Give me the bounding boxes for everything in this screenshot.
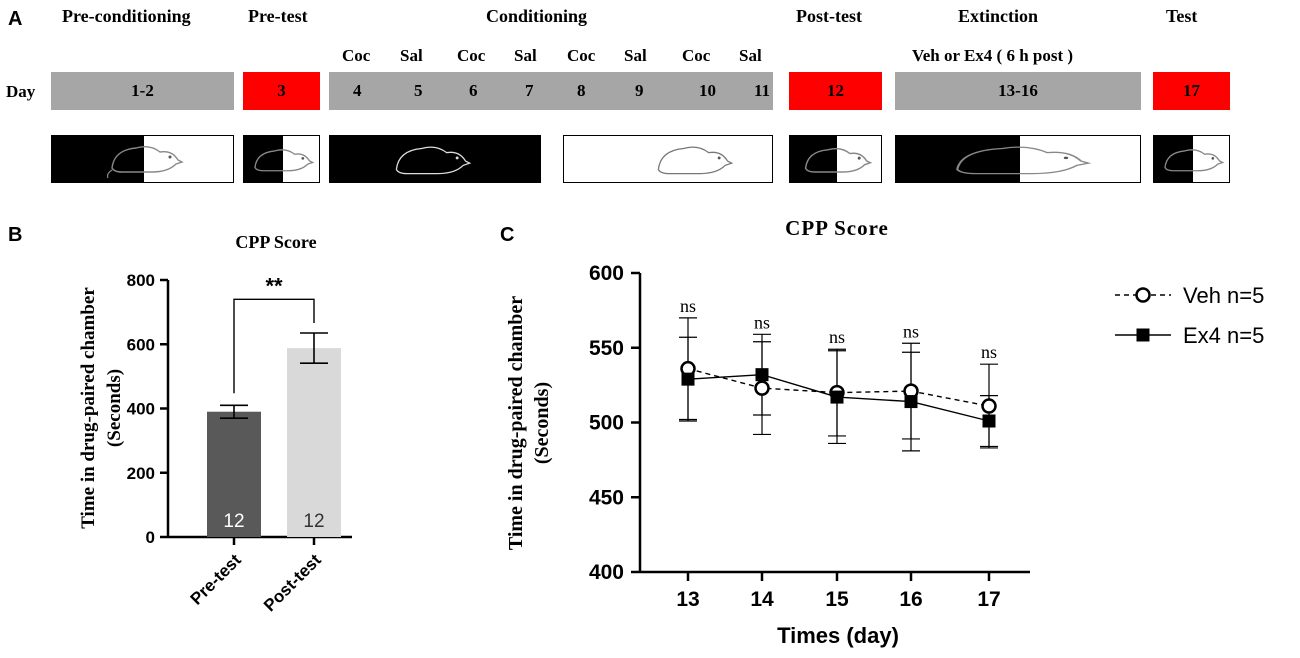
bar-pretest: 3 [243, 72, 320, 110]
ns-annotation: ns [981, 342, 997, 362]
phase-pretest: Pre-test [248, 6, 308, 26]
panel-b-letter: B [8, 224, 23, 246]
chart-c-xlabel: Times (day) [777, 623, 899, 648]
bar [207, 411, 261, 537]
x-tick-label: 14 [750, 588, 774, 611]
ns-annotation: ns [829, 327, 845, 347]
mouse-icon [106, 145, 184, 179]
x-tick-label: Post-test [260, 550, 325, 615]
data-point-ex4 [982, 414, 996, 428]
legend-marker-ex4 [1136, 328, 1150, 342]
legend-marker-veh [1135, 287, 1151, 303]
x-tick-label: Pre-test [187, 550, 245, 608]
session-drug-label: Sal [739, 46, 762, 65]
session-day: 6 [469, 81, 478, 100]
data-point-ex4 [904, 395, 918, 409]
ns-annotation: ns [680, 296, 696, 316]
phase-preconditioning: Pre-conditioning [62, 6, 191, 26]
x-tick-label: 13 [676, 588, 699, 611]
session-day: 9 [635, 81, 644, 100]
panel-c-letter: C [500, 224, 515, 246]
chart-b: CPP Score Time in drug-paired chamber (S… [78, 232, 352, 615]
y-tick-label: 400 [127, 400, 155, 419]
legend-label: Veh n=5 [1183, 283, 1264, 308]
session-day: 4 [353, 81, 362, 100]
mouse-icon [657, 146, 734, 175]
chamber-pretest [243, 135, 320, 183]
bar [287, 348, 341, 537]
phase-posttest: Post-test [796, 6, 862, 26]
phase-extinction: Extinction [958, 6, 1039, 26]
y-tick-label: 550 [589, 337, 624, 360]
chamber-posttest [789, 135, 882, 183]
bar-posttest: 12 [789, 72, 882, 110]
session-drug-label: Coc [457, 46, 486, 65]
y-tick-label: 500 [589, 412, 624, 435]
session-drug-label: Sal [514, 46, 537, 65]
bar-preconditioning: 1-2 [51, 72, 234, 110]
y-tick-label: 200 [127, 464, 155, 483]
x-tick-label: 15 [825, 588, 849, 611]
data-point-ex4 [681, 372, 695, 386]
data-point-veh [754, 380, 770, 396]
chamber-preconditioning [51, 135, 234, 183]
chart-c: CPP Score Time in drug-paired chamber (S… [505, 216, 1264, 648]
legend-label: Ex4 n=5 [1183, 323, 1264, 348]
y-tick-label: 600 [127, 335, 155, 354]
data-point-ex4 [755, 368, 769, 382]
chart-c-ylabel-line2: (Seconds) [531, 382, 553, 464]
y-tick-label: 400 [589, 561, 624, 584]
ns-annotation: ns [903, 321, 919, 341]
y-tick-label: 800 [127, 271, 155, 290]
significance-bracket [233, 298, 315, 394]
ns-annotation: ns [754, 312, 770, 332]
day-label: Day [6, 82, 36, 101]
significance-label: ** [265, 273, 283, 298]
data-point-veh [981, 398, 997, 414]
chamber-drug-paired [329, 135, 541, 183]
y-tick-label: 0 [146, 528, 155, 547]
y-tick-label: 600 [589, 262, 624, 285]
session-day: 8 [577, 81, 586, 100]
chamber-extinction [895, 135, 1141, 183]
series-line-veh [687, 368, 990, 407]
y-tick-label: 450 [589, 486, 624, 509]
bar-test: 17 [1153, 72, 1230, 110]
data-point-ex4 [830, 390, 844, 404]
mouse-icon [956, 146, 1092, 175]
bar-conditioning: 4 5 6 7 8 9 10 11 [329, 72, 773, 110]
session-day: 10 [699, 81, 716, 100]
mouse-icon [804, 147, 873, 173]
bar-n-label: 12 [223, 511, 244, 532]
session-drug-label: Sal [624, 46, 647, 65]
chart-c-title: CPP Score [785, 216, 889, 240]
x-tick-label: 16 [899, 588, 922, 611]
mouse-icon [1164, 149, 1225, 172]
chart-b-title: CPP Score [235, 232, 316, 252]
session-drug-label: Coc [682, 46, 711, 65]
panel-a-letter: A [8, 8, 23, 30]
session-drug-label: Coc [342, 46, 371, 65]
session-day: 7 [525, 81, 534, 100]
session-day: 11 [754, 81, 771, 100]
chart-b-ylabel-line1: Time in drug-paired chamber [78, 287, 99, 529]
phase-conditioning: Conditioning [486, 6, 588, 26]
chart-c-ylabel-line1: Time in drug-paired chamber [505, 296, 527, 550]
session-drug-label: Coc [567, 46, 596, 65]
chart-b-ylabel-line2: (Seconds) [104, 369, 125, 447]
chamber-test [1153, 135, 1230, 183]
extinction-note: Veh or Ex4 ( 6 h post ) [912, 46, 1074, 65]
phase-test: Test [1166, 6, 1198, 26]
session-day: 5 [414, 81, 423, 100]
bar-extinction: 13-16 [895, 72, 1141, 110]
mouse-icon [395, 146, 472, 175]
x-tick-label: 17 [977, 588, 1000, 611]
chamber-saline-paired [563, 135, 773, 183]
mouse-icon [254, 149, 315, 172]
bar-n-label: 12 [303, 511, 324, 532]
session-drug-label: Sal [400, 46, 423, 65]
